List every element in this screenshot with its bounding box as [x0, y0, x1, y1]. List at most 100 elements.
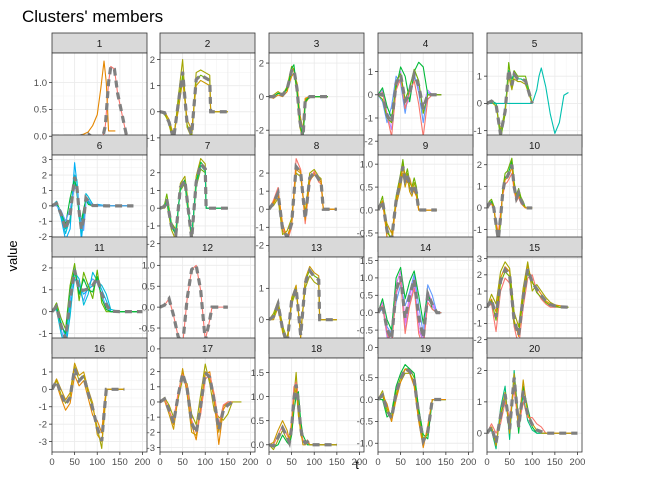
y-tick-label: 1 [477, 71, 482, 82]
y-tick-label: 3 [42, 155, 47, 166]
y-tick-label: 0.0 [251, 440, 264, 451]
centroid-line [378, 69, 442, 128]
y-tick-label: 1 [368, 67, 373, 78]
y-tick-label: -1 [39, 402, 47, 413]
y-tick-label: -1.0 [357, 343, 373, 354]
panel-series [378, 364, 446, 449]
x-tick-label: 200 [352, 457, 368, 468]
panel-background [269, 155, 364, 249]
centroid-line [269, 384, 337, 449]
panel-series [269, 371, 337, 451]
y-tick-label: 2 [477, 160, 482, 171]
centroid-line [487, 266, 569, 336]
x-tick-label: 0 [157, 457, 162, 468]
y-tick-label: 2 [42, 170, 47, 181]
panel-series [52, 362, 125, 450]
y-tick-label: -1.0 [357, 439, 373, 450]
centroid-line [378, 366, 446, 447]
panel-strip-label: 1 [97, 39, 103, 50]
x-tick-label: 100 [415, 457, 431, 468]
panel-strip-label: 3 [314, 39, 320, 50]
panel-10: 10 -1 0 1 2 [474, 134, 583, 252]
y-tick-label: -3 [147, 443, 155, 454]
centroid-line [52, 362, 125, 442]
panel-11: 11 -1 0 1 2 [39, 236, 148, 354]
chart-title: Clusters' members [22, 7, 163, 26]
panel-background [269, 53, 364, 147]
y-tick-label: 0.5 [360, 182, 373, 193]
panel-6: 6 -2 -1 0 1 2 3 [39, 134, 148, 252]
y-tick-label: 0 [150, 204, 155, 215]
y-tick-label: -2 [474, 335, 482, 346]
panel-9: 9 -0.5 0.0 0.5 1.0 [357, 134, 474, 252]
centroid-line [160, 368, 234, 439]
y-tick-label: 0.5 [142, 282, 155, 293]
centroid-line [487, 377, 578, 444]
centroid-line [378, 276, 442, 346]
centroid-line [160, 71, 228, 140]
centroid-line [378, 166, 437, 246]
panel-series [269, 64, 328, 145]
y-tick-label: 2 [150, 55, 155, 66]
panel-strip-label: 12 [202, 243, 214, 254]
y-tick-label: 0 [259, 92, 264, 103]
y-tick-label: 0 [477, 99, 482, 110]
y-tick-label: 1 [150, 382, 155, 393]
y-tick-label: 1.5 [251, 368, 264, 379]
y-tick-label: 2 [259, 58, 264, 69]
x-tick-label: 0 [375, 457, 380, 468]
member-line [269, 386, 337, 446]
x-tick-label: 50 [504, 457, 515, 468]
y-tick-label: 0.5 [360, 291, 373, 302]
y-tick-label: 1 [42, 186, 47, 197]
member-line [52, 263, 143, 330]
y-tick-label: 0.5 [251, 416, 264, 427]
y-tick-label: -2 [256, 126, 264, 137]
panel-strip-label: 19 [420, 344, 432, 355]
y-tick-label: 2 [150, 367, 155, 378]
x-tick-label: 200 [570, 457, 586, 468]
y-tick-label: 0.0 [142, 302, 155, 313]
x-axis-title: t [355, 457, 359, 472]
y-tick-label: 1.0 [360, 159, 373, 170]
x-tick-label: 50 [69, 457, 80, 468]
facet-panels: 10.00.51.02-10123-2024-2-1015-1016-2-101… [34, 32, 586, 468]
panel-strip-label: 10 [529, 141, 541, 152]
panel-series [487, 261, 569, 347]
y-tick-label: -1 [147, 221, 155, 232]
y-tick-label: 2 [259, 168, 264, 179]
y-tick-label: 0 [477, 303, 482, 314]
y-tick-label: 1 [477, 397, 482, 408]
x-tick-label: 0 [484, 457, 489, 468]
panel-border [159, 357, 256, 453]
y-tick-label: 1 [477, 182, 482, 193]
y-tick-label: 0.0 [360, 395, 373, 406]
panel-series [487, 157, 533, 246]
x-tick-label: 150 [547, 457, 563, 468]
y-tick-label: 3 [477, 254, 482, 265]
panel-strip-label: 18 [311, 344, 323, 355]
x-tick-label: 150 [438, 457, 454, 468]
y-tick-label: -0.5 [139, 323, 155, 334]
panel-background [487, 155, 582, 249]
y-tick-label: 1 [259, 284, 264, 295]
y-tick-label: -2 [147, 428, 155, 439]
panel-strip-label: 20 [529, 344, 541, 355]
x-tick-label: 50 [286, 457, 297, 468]
x-tick-label: 100 [306, 457, 322, 468]
panel-series [52, 162, 134, 241]
x-tick-label: 200 [243, 457, 259, 468]
panel-strip-label: 2 [205, 39, 211, 50]
member-line [378, 273, 442, 335]
y-tick-label: -1 [474, 225, 482, 236]
centroid-line [52, 269, 143, 340]
y-tick-label: -0.5 [357, 417, 373, 428]
centroid-line [269, 162, 337, 241]
y-tick-label: 0 [259, 205, 264, 216]
y-tick-label: -1 [39, 329, 47, 340]
y-tick-label: 1 [42, 285, 47, 296]
centroid-line [269, 267, 337, 345]
y-tick-label: 0 [150, 397, 155, 408]
